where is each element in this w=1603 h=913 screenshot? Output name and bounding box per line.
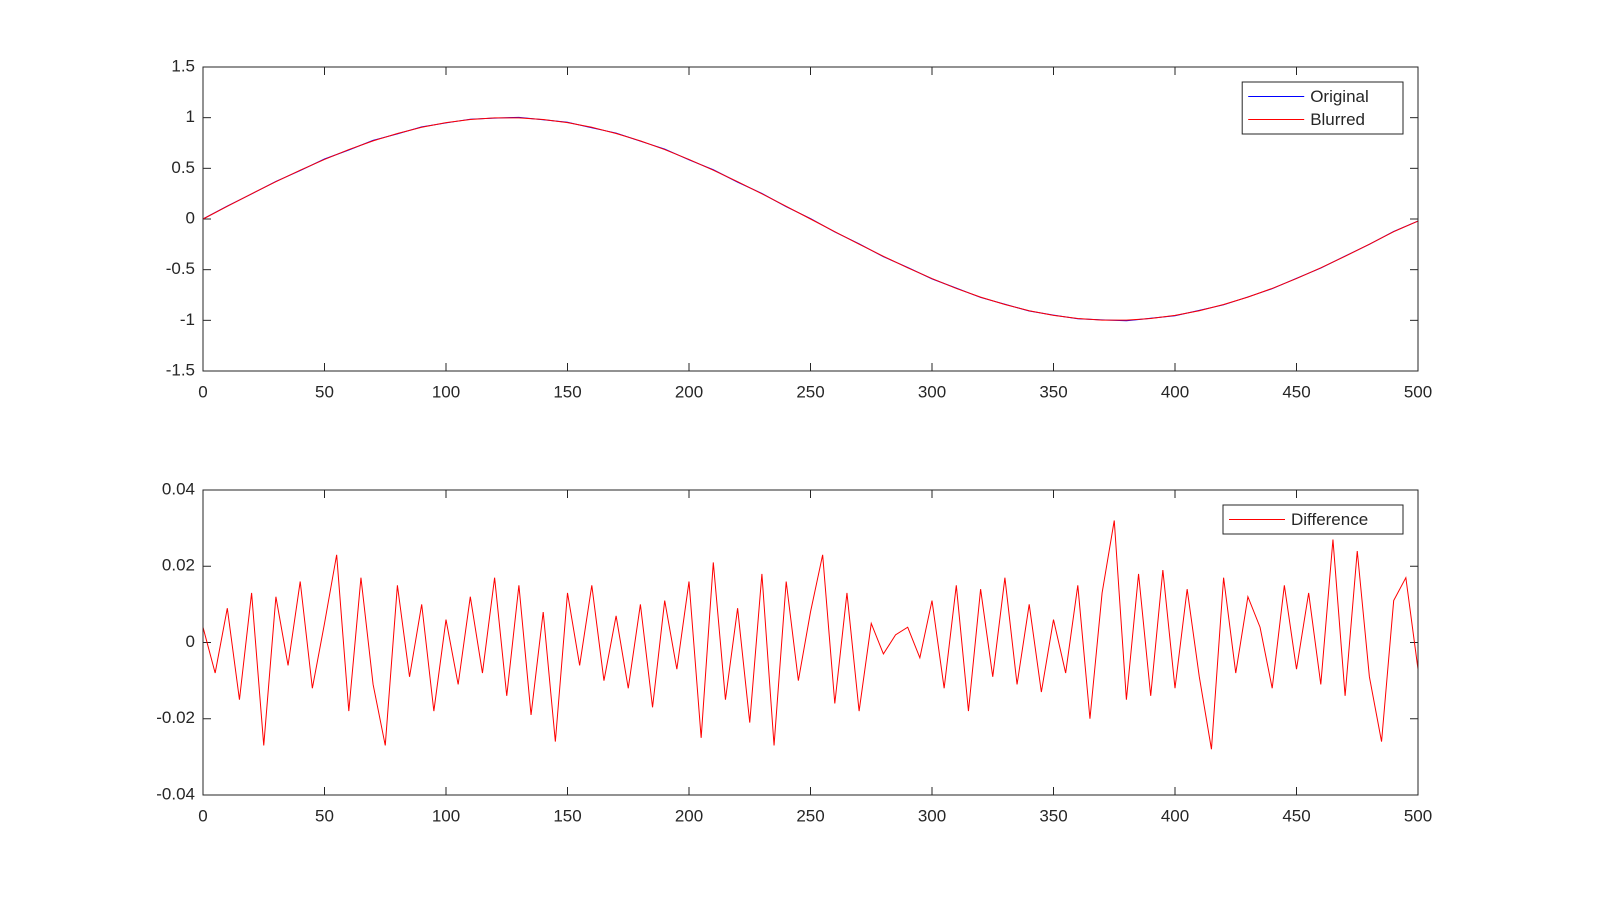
x-tick-label: 300 xyxy=(918,382,946,401)
x-tick-label: 350 xyxy=(1039,806,1067,825)
y-tick-label: -1 xyxy=(180,310,195,329)
x-tick-label: 50 xyxy=(315,382,334,401)
x-tick-label: 250 xyxy=(796,806,824,825)
axes-frame xyxy=(202,66,1419,372)
x-tick-label: 350 xyxy=(1039,382,1067,401)
legend: Difference xyxy=(1222,504,1404,535)
x-tick-label: 0 xyxy=(198,382,207,401)
x-tick-label: 100 xyxy=(432,382,460,401)
x-tick-label: 150 xyxy=(553,806,581,825)
x-tick-label: 450 xyxy=(1282,382,1310,401)
x-tick-label: 200 xyxy=(675,806,703,825)
x-tick-label: 400 xyxy=(1161,806,1189,825)
x-tick-label: 300 xyxy=(918,806,946,825)
series-line xyxy=(202,117,1419,321)
x-tick-label: 500 xyxy=(1404,806,1432,825)
y-tick-label: -0.04 xyxy=(156,784,195,803)
y-tick-label: 0 xyxy=(186,632,195,651)
y-tick-label: 0 xyxy=(186,208,195,227)
axes-frame xyxy=(202,489,1419,796)
y-tick-label: -1.5 xyxy=(166,360,195,379)
x-tick-label: 450 xyxy=(1282,806,1310,825)
y-tick-label: 0.02 xyxy=(162,556,195,575)
x-tick-label: 100 xyxy=(432,806,460,825)
x-tick-label: 250 xyxy=(796,382,824,401)
legend-label: Blurred xyxy=(1310,110,1365,129)
series-line xyxy=(202,520,1419,750)
y-tick-label: 0.04 xyxy=(162,479,195,498)
x-tick-label: 500 xyxy=(1404,382,1432,401)
y-tick-label: 1.5 xyxy=(171,56,195,75)
y-tick-label: -0.02 xyxy=(156,708,195,727)
x-tick-label: 200 xyxy=(675,382,703,401)
axes: 0 50 100 150 200 250 300 350 400 450 500 -0.04 -0.02… xyxy=(156,479,1432,825)
x-tick-label: 400 xyxy=(1161,382,1189,401)
y-tick-label: 0.5 xyxy=(171,158,195,177)
plot-area xyxy=(203,490,1418,795)
x-tick-label: 0 xyxy=(198,806,207,825)
legend-label: Difference xyxy=(1291,510,1368,529)
axes: 0 50 100 150 200 250 300 350 400 450 500 -1.5 -1 -0.5… xyxy=(166,56,1432,401)
y-tick-label: -0.5 xyxy=(166,259,195,278)
legend-label: Original xyxy=(1310,87,1369,106)
legend: Original Blurred xyxy=(1241,81,1404,135)
x-tick-label: 150 xyxy=(553,382,581,401)
y-tick-label: 1 xyxy=(186,107,195,126)
legend-box xyxy=(1241,81,1404,135)
x-tick-label: 50 xyxy=(315,806,334,825)
